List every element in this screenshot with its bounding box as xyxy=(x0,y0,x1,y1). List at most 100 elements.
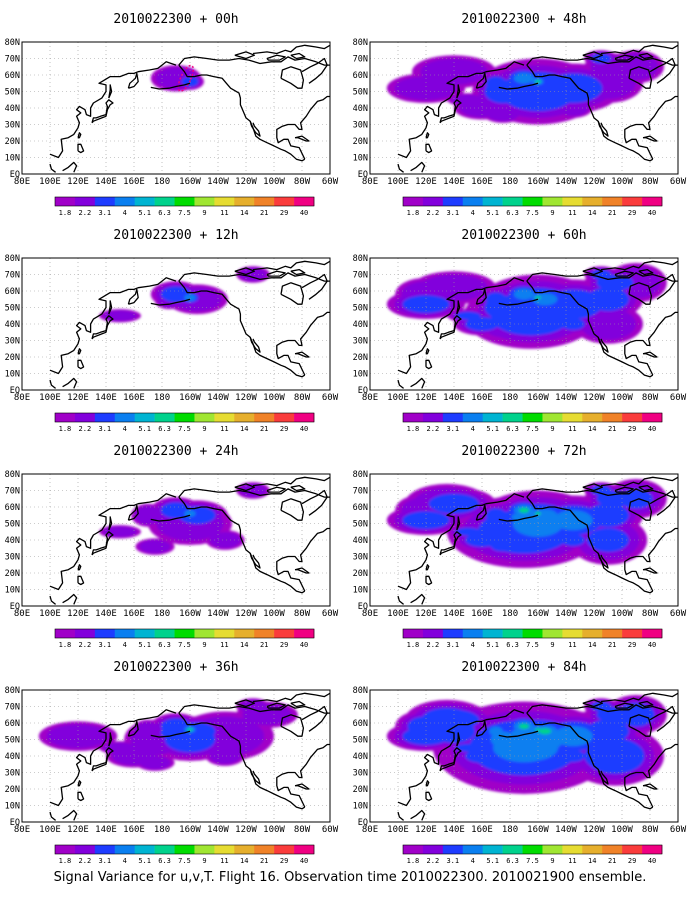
colorbar-swatch xyxy=(174,845,195,854)
colorbar-swatch xyxy=(254,413,275,422)
x-tick-label: 160W xyxy=(179,609,201,619)
coastline xyxy=(252,476,330,487)
colorbar-label: 4 xyxy=(123,641,127,649)
colorbar-swatch xyxy=(502,629,523,638)
y-tick-label: 70N xyxy=(353,55,368,65)
colorbar-label: 9 xyxy=(202,425,206,433)
colorbar-swatch xyxy=(562,197,583,206)
x-tick-label: 80E xyxy=(14,177,30,187)
y-tick-label: 30N xyxy=(5,337,20,347)
colorbar-swatch xyxy=(602,845,623,854)
coastline xyxy=(582,483,604,492)
coastline xyxy=(234,267,256,276)
x-tick-label: 100W xyxy=(611,393,633,403)
coastline xyxy=(649,705,676,732)
coastline xyxy=(425,575,433,586)
colorbar-swatch xyxy=(74,629,96,638)
coastline xyxy=(425,143,433,154)
coastline xyxy=(628,714,653,737)
coastline xyxy=(249,121,261,137)
colorbar-label: 7.5 xyxy=(178,209,191,217)
y-tick-label: 30N xyxy=(5,553,20,563)
x-tick-label: 120W xyxy=(235,609,257,619)
colorbar-swatch xyxy=(274,197,295,206)
colorbar-swatch xyxy=(403,629,424,638)
x-tick-label: 140W xyxy=(207,609,229,619)
colorbar-swatch xyxy=(522,197,543,206)
coastline xyxy=(498,730,539,738)
colorbar-swatch xyxy=(214,629,235,638)
colorbar-swatch xyxy=(442,197,464,206)
x-tick-label: 160E xyxy=(123,609,145,619)
variance-contour xyxy=(184,510,196,517)
y-tick-label: 60N xyxy=(353,719,368,729)
coastline xyxy=(498,82,539,90)
coastline xyxy=(62,593,78,605)
x-tick-label: 160W xyxy=(527,825,549,835)
colorbar-swatch xyxy=(522,845,543,854)
panel-title: 2010022300 + 60h xyxy=(461,228,586,243)
coastline xyxy=(475,72,487,89)
colorbar-label: 14 xyxy=(240,209,248,217)
variance-contour xyxy=(402,511,450,530)
coastline xyxy=(614,54,634,61)
colorbar-swatch xyxy=(542,197,563,206)
x-tick-label: 80E xyxy=(14,609,30,619)
colorbar-label: 1.8 xyxy=(407,209,420,217)
y-tick-label: 80N xyxy=(353,686,368,696)
x-tick-label: 120W xyxy=(583,177,605,187)
colorbar-label: 2.2 xyxy=(79,641,92,649)
y-tick-label: 40N xyxy=(5,320,20,330)
colorbar-swatch xyxy=(174,413,195,422)
colorbar-swatch xyxy=(94,629,116,638)
coastline xyxy=(266,270,286,277)
colorbar-label: 6.3 xyxy=(506,209,519,217)
coastline xyxy=(178,64,306,162)
coastline xyxy=(252,44,330,55)
x-tick-label: 80W xyxy=(642,825,659,835)
x-tick-label: 140W xyxy=(207,177,229,187)
colorbar-swatch xyxy=(74,197,96,206)
colorbar-label: 29 xyxy=(280,209,288,217)
coastline xyxy=(439,315,462,340)
x-tick-label: 160W xyxy=(527,177,549,187)
colorbar-swatch xyxy=(254,845,275,854)
colorbar-swatch xyxy=(114,413,135,422)
y-tick-label: 10N xyxy=(353,802,368,812)
colorbar-label: 40 xyxy=(648,857,656,865)
x-tick-label: 60W xyxy=(670,609,687,619)
x-tick-label: 120E xyxy=(415,825,437,835)
coastline xyxy=(410,161,426,173)
max-contour xyxy=(177,64,195,92)
y-tick-label: 50N xyxy=(5,88,20,98)
coastline xyxy=(77,791,85,802)
coastline xyxy=(77,564,82,571)
colorbar-swatch xyxy=(602,629,623,638)
coastline xyxy=(276,527,330,592)
coastline xyxy=(91,531,114,556)
y-tick-label: 70N xyxy=(353,271,368,281)
coastline xyxy=(439,531,462,556)
x-tick-label: 120E xyxy=(67,609,89,619)
y-tick-label: EQ xyxy=(358,386,368,396)
colorbar-label: 1.8 xyxy=(407,641,420,649)
y-tick-label: 60N xyxy=(5,719,20,729)
y-tick-label: 20N xyxy=(5,569,20,579)
colorbar-swatch xyxy=(462,629,483,638)
colorbar-swatch xyxy=(274,845,295,854)
y-tick-label: 70N xyxy=(5,703,20,713)
variance-contour xyxy=(535,511,541,516)
colorbar-label: 4 xyxy=(471,857,475,865)
y-tick-label: 80N xyxy=(5,470,20,480)
colorbar: 1.8 2.2 3.1 4 5.1 6.3 7.5 9 11 14 21 29 40 xyxy=(54,412,315,433)
colorbar-swatch xyxy=(622,413,643,422)
colorbar-label: 29 xyxy=(280,641,288,649)
variance-contour xyxy=(587,528,629,552)
coastline xyxy=(642,567,658,574)
x-tick-label: 100E xyxy=(39,393,61,403)
coastline xyxy=(150,514,191,522)
colorbar-swatch xyxy=(403,413,424,422)
colorbar-label: 21 xyxy=(608,209,616,217)
